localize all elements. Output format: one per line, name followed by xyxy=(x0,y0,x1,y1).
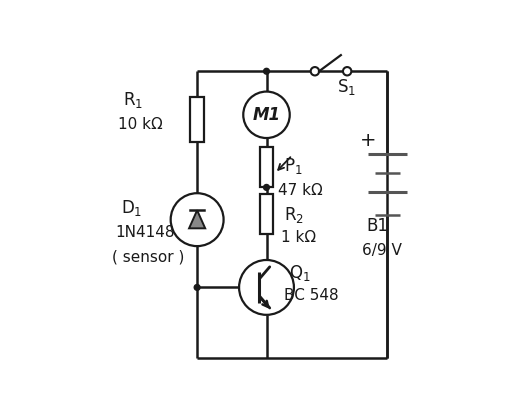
Text: P$_1$: P$_1$ xyxy=(284,156,303,176)
Text: BC 548: BC 548 xyxy=(284,288,339,303)
Circle shape xyxy=(264,68,269,74)
Circle shape xyxy=(264,184,269,190)
Circle shape xyxy=(243,92,290,138)
Circle shape xyxy=(343,67,352,75)
Polygon shape xyxy=(189,210,205,228)
Text: R$_2$: R$_2$ xyxy=(284,205,304,225)
Text: 1N4148: 1N4148 xyxy=(115,225,174,240)
Text: 10 kΩ: 10 kΩ xyxy=(118,117,163,132)
Text: 47 kΩ: 47 kΩ xyxy=(278,183,322,198)
Bar xyxy=(190,97,204,142)
Circle shape xyxy=(194,285,200,290)
Circle shape xyxy=(171,193,224,246)
Text: ( sensor ): ( sensor ) xyxy=(112,249,184,264)
Bar xyxy=(259,194,274,234)
Text: M1: M1 xyxy=(252,106,281,124)
Text: D$_1$: D$_1$ xyxy=(121,198,142,218)
Bar xyxy=(259,147,274,187)
Text: B1: B1 xyxy=(367,217,388,235)
Text: R$_1$: R$_1$ xyxy=(123,90,143,110)
Text: S$_1$: S$_1$ xyxy=(337,78,357,97)
Text: 1 kΩ: 1 kΩ xyxy=(281,230,316,245)
Circle shape xyxy=(239,260,294,315)
Text: 6/9 V: 6/9 V xyxy=(362,243,401,258)
Text: +: + xyxy=(360,131,376,150)
Circle shape xyxy=(311,67,319,75)
Text: Q$_1$: Q$_1$ xyxy=(289,263,311,283)
